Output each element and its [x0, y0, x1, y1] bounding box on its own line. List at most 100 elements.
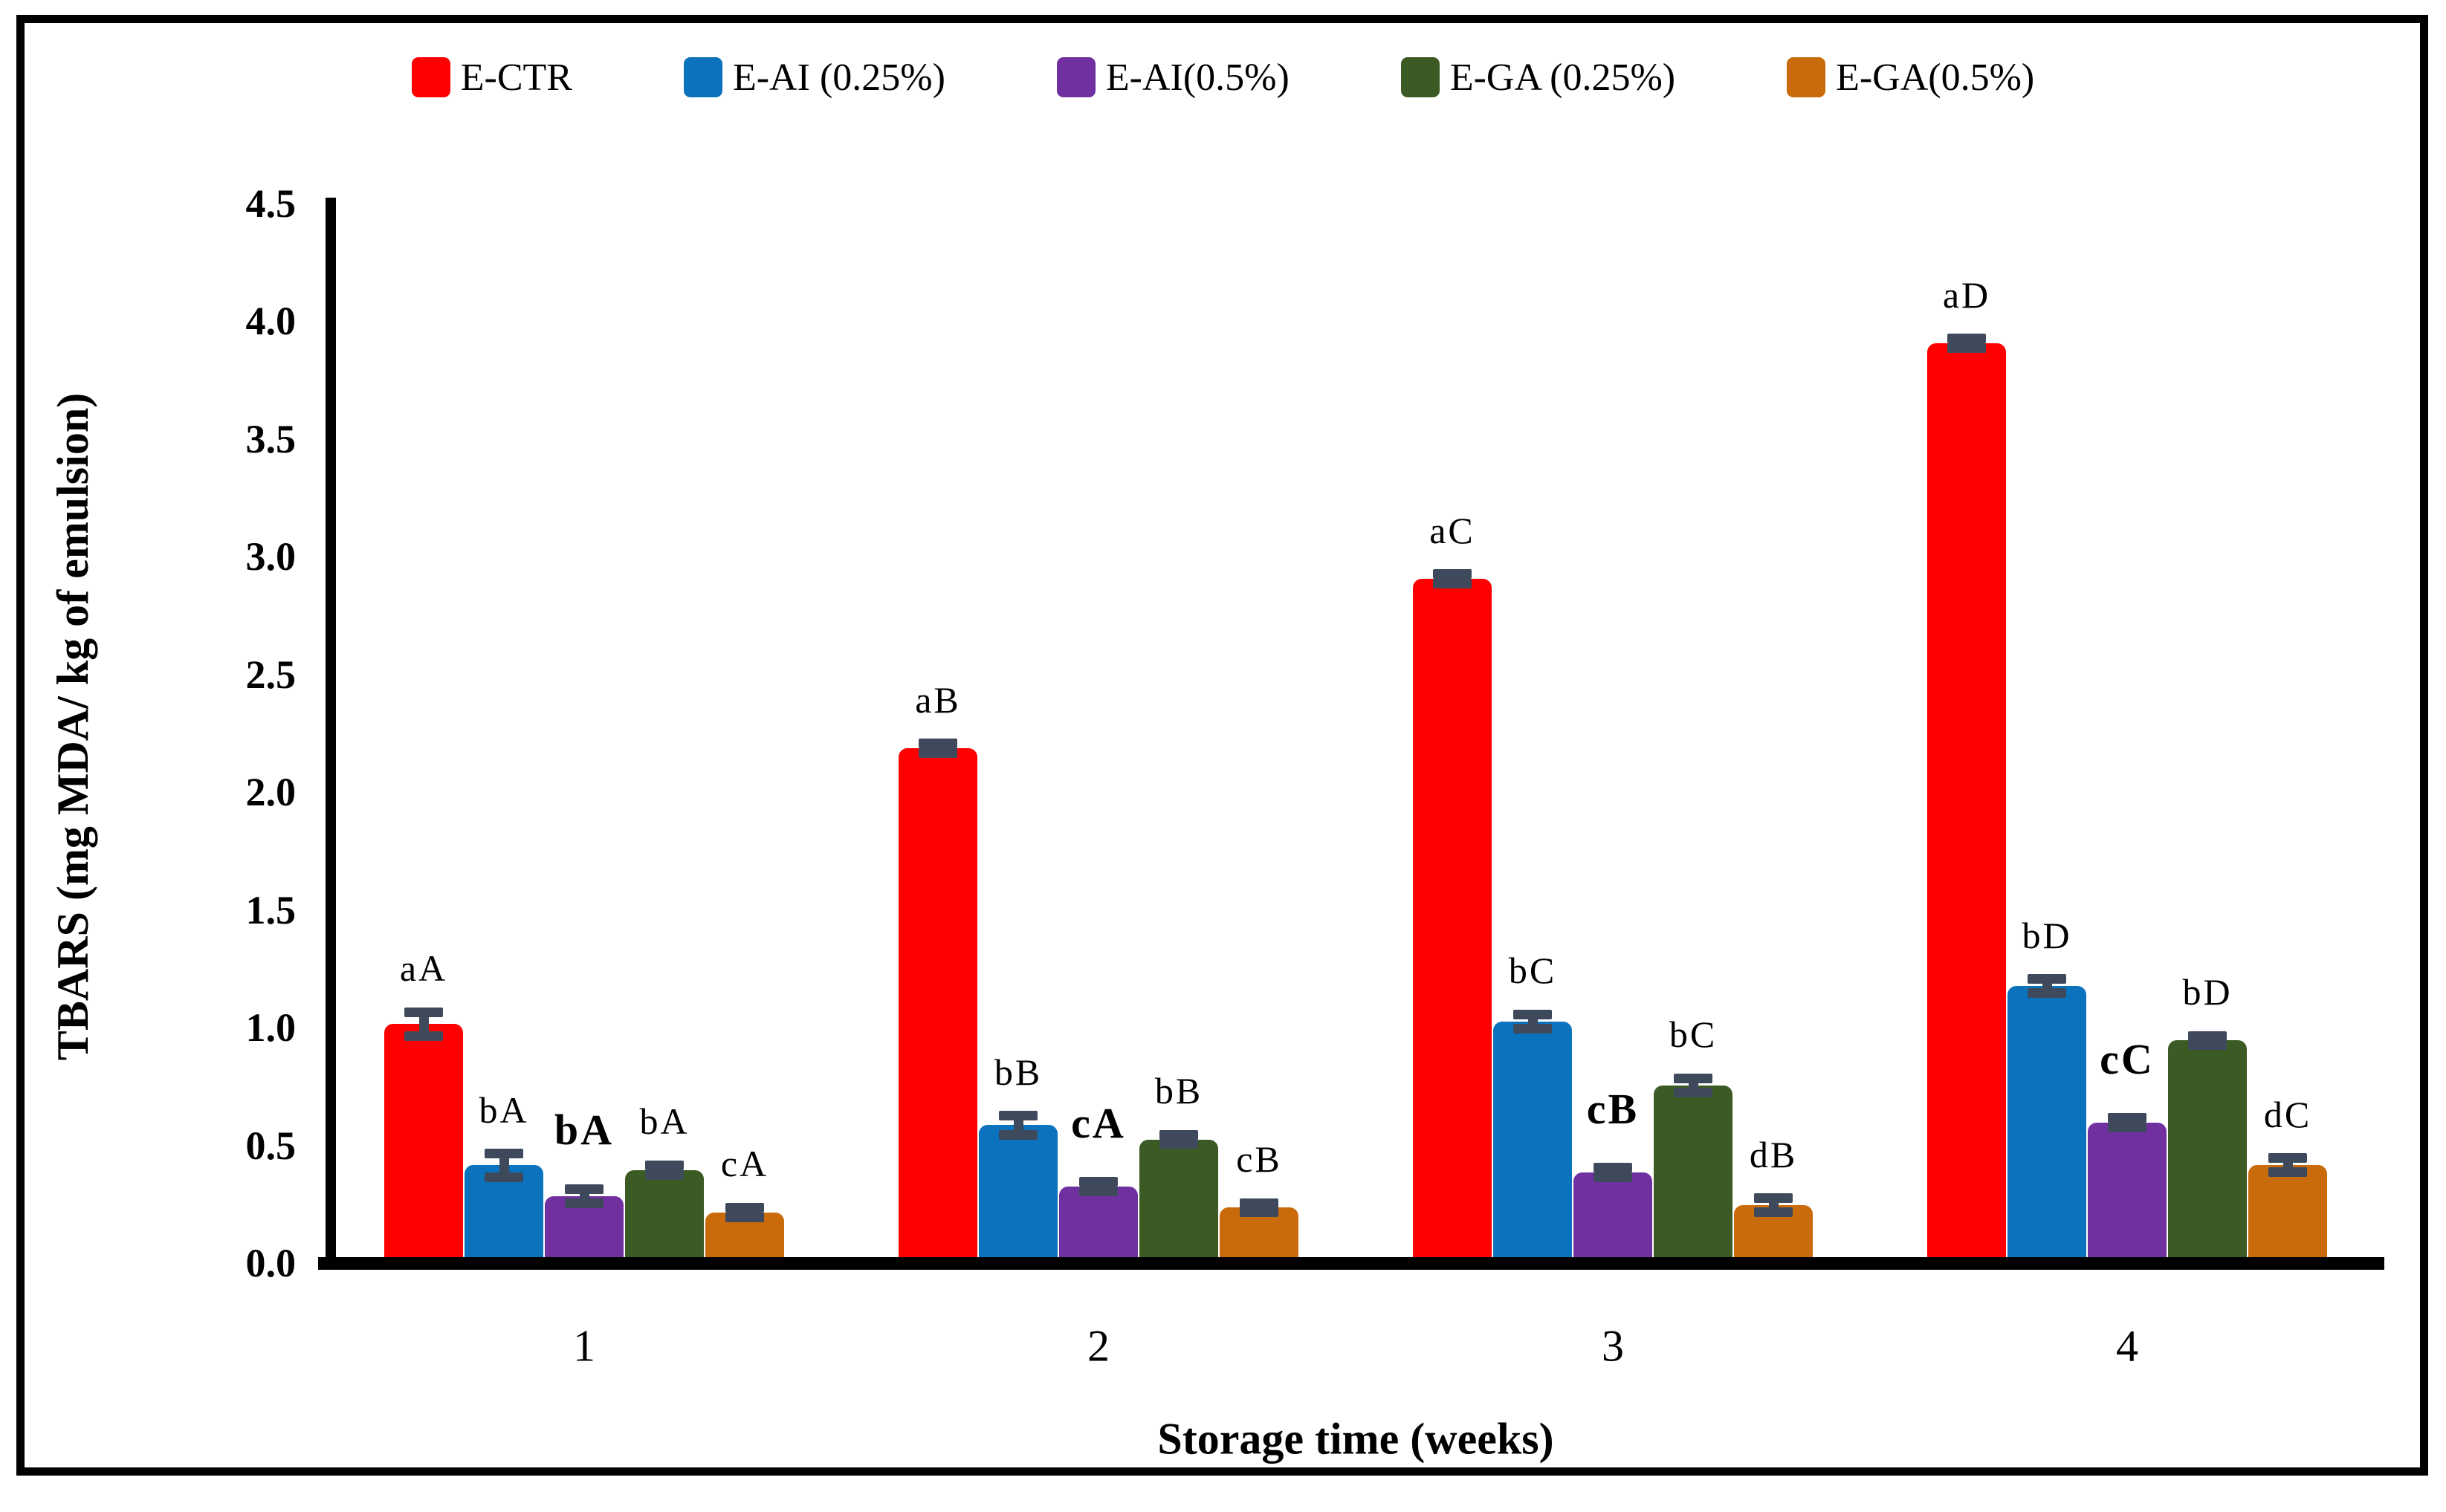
error-bar-cap: [1240, 1207, 1278, 1218]
error-bar-cap: [645, 1169, 684, 1180]
error-bar-cap: [1240, 1198, 1278, 1208]
error-bar-cap: [1079, 1186, 1118, 1196]
error-bar-cap: [645, 1160, 684, 1170]
x-axis-line: [318, 1257, 2384, 1270]
bar: [2248, 1165, 2327, 1257]
bar: [1573, 1172, 1652, 1257]
legend-swatch-icon: [1056, 57, 1096, 97]
error-bar-cap: [999, 1111, 1038, 1121]
error-bar-cap: [485, 1149, 523, 1159]
bar-annotation: aC: [1429, 509, 1475, 551]
bar: [1139, 1139, 1218, 1257]
bar-annotation: cA: [720, 1143, 769, 1185]
y-tick-label: 4.0: [245, 299, 297, 343]
bar-annotation: bB: [994, 1051, 1043, 1093]
error-bar-cap: [565, 1198, 604, 1208]
bar: [1654, 1085, 1732, 1257]
bar: [899, 748, 977, 1257]
error-bar-cap: [2028, 988, 2066, 999]
error-bar-cap: [1947, 334, 1986, 344]
error-bar-cap: [2268, 1167, 2307, 1178]
legend-item: E-GA (0.25%): [1400, 56, 1676, 100]
error-bar-cap: [1433, 569, 1472, 580]
error-bar: [499, 1153, 509, 1178]
bar-annotation: cC: [2100, 1034, 2155, 1083]
legend-label: E-AI(0.5%): [1105, 56, 1290, 99]
x-tick-label: 4: [2116, 1321, 2138, 1371]
error-bar-cap: [1674, 1073, 1712, 1083]
bar: [1927, 343, 2006, 1257]
bar-annotation: cA: [1071, 1098, 1126, 1147]
bar: [1059, 1186, 1138, 1257]
error-bar-cap: [1159, 1139, 1198, 1149]
error-bar-cap: [725, 1212, 764, 1222]
error-bar-cap: [1674, 1087, 1712, 1097]
legend-label: E-GA(0.5%): [1836, 56, 2035, 99]
legend-swatch-icon: [1787, 57, 1826, 97]
error-bar-cap: [2108, 1123, 2146, 1133]
x-tick-label: 3: [1602, 1321, 1624, 1371]
legend-swatch-icon: [684, 57, 722, 97]
error-bar-cap: [2188, 1031, 2227, 1041]
bar-annotation: bA: [479, 1088, 529, 1131]
legend-item: E-AI (0.25%): [684, 56, 945, 100]
error-bar-cap: [2108, 1113, 2146, 1123]
legend-label: E-AI (0.25%): [733, 56, 945, 99]
bar-annotation: aB: [915, 678, 961, 721]
y-axis-line: [326, 198, 336, 1270]
error-bar-cap: [1513, 1024, 1552, 1034]
bar-annotation: cB: [1586, 1084, 1640, 1133]
bar-annotation: cB: [1236, 1138, 1282, 1181]
legend-item: E-AI(0.5%): [1056, 56, 1290, 100]
error-bar-cap: [919, 739, 957, 749]
bar-annotation: aD: [1942, 273, 1991, 316]
error-bar-cap: [1754, 1207, 1793, 1218]
legend-label: E-GA (0.25%): [1449, 56, 1676, 99]
x-tick-label: 2: [1087, 1321, 1110, 1371]
legend-swatch-icon: [1400, 57, 1440, 97]
bar: [979, 1125, 1058, 1257]
bar: [384, 1024, 463, 1257]
y-tick-label: 0.0: [245, 1241, 297, 1285]
bar-annotation: dB: [1749, 1133, 1798, 1175]
bar-annotation: bA: [639, 1100, 690, 1143]
y-tick-label: 3.0: [245, 534, 297, 579]
bar-annotation: bA: [554, 1106, 615, 1155]
bar-annotation: bD: [2022, 914, 2072, 956]
legend-label: E-CTR: [460, 56, 572, 99]
y-tick-label: 4.5: [245, 181, 297, 226]
legend: E-CTR E-AI (0.25%) E-AI(0.5%) E-GA (0.25%) E…: [0, 53, 2446, 101]
bar-annotation: bC: [1508, 950, 1557, 992]
error-bar-cap: [2188, 1040, 2227, 1051]
error-bar-cap: [485, 1172, 523, 1182]
error-bar-cap: [1594, 1163, 1632, 1173]
bar: [2168, 1040, 2247, 1257]
y-tick-label: 1.0: [245, 1005, 297, 1050]
bar: [1413, 579, 1492, 1257]
y-tick-label: 2.0: [245, 770, 297, 814]
error-bar-cap: [1594, 1172, 1632, 1182]
figure-border: [16, 15, 2428, 1476]
y-tick-label: 3.5: [245, 416, 297, 461]
error-bar-cap: [565, 1184, 604, 1194]
error-bar-cap: [1079, 1177, 1118, 1187]
x-axis-title: Storage time (weeks): [1157, 1414, 1554, 1464]
error-bar-cap: [725, 1202, 764, 1213]
x-tick-label: 1: [573, 1321, 595, 1371]
legend-item: E-GA(0.5%): [1787, 56, 2034, 100]
bar: [1493, 1022, 1572, 1257]
legend-swatch-icon: [411, 57, 450, 97]
bar: [2007, 986, 2086, 1257]
error-bar-cap: [2268, 1153, 2307, 1164]
legend-item: E-CTR: [411, 56, 572, 100]
error-bar-cap: [999, 1129, 1038, 1140]
error-bar-cap: [404, 1007, 443, 1017]
error-bar-cap: [919, 748, 957, 759]
error-bar-cap: [1754, 1193, 1793, 1204]
bar: [625, 1169, 704, 1257]
y-tick-label: 2.5: [245, 652, 297, 697]
y-tick-label: 1.5: [245, 887, 297, 932]
bar-annotation: bB: [1154, 1070, 1203, 1112]
error-bar-cap: [2028, 974, 2066, 984]
